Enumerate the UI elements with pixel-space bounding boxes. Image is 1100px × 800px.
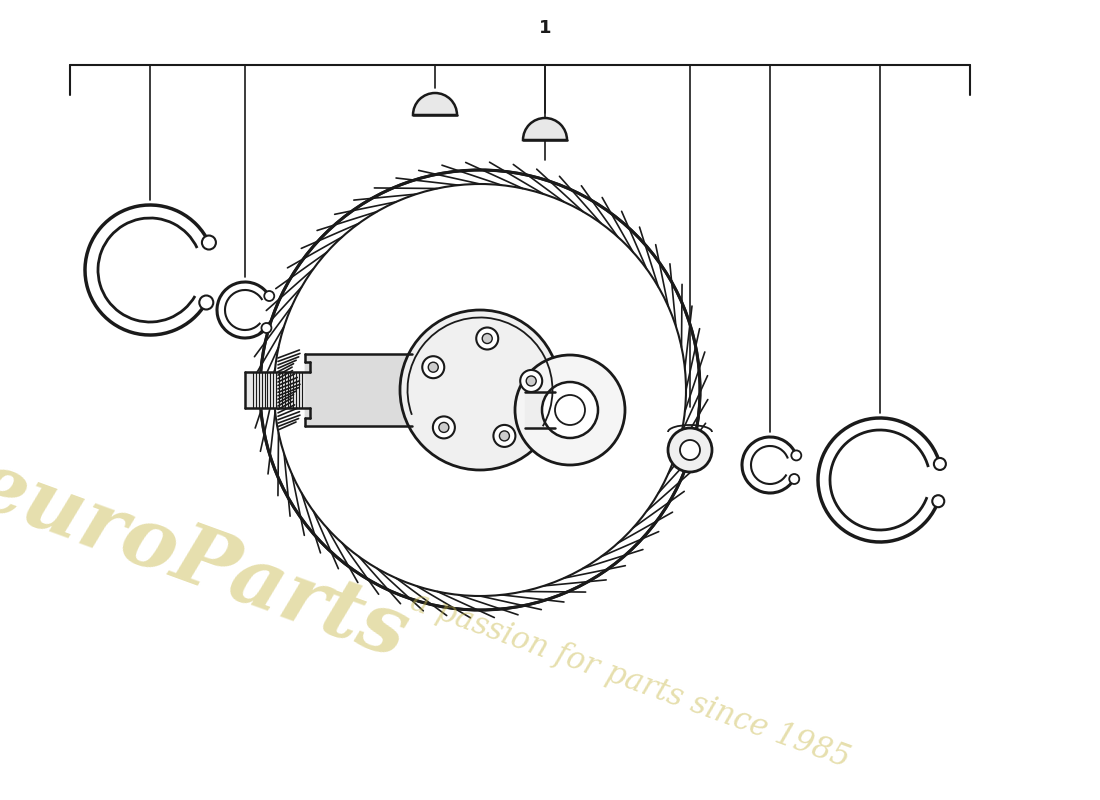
Circle shape — [482, 334, 492, 343]
Circle shape — [791, 450, 801, 461]
Text: a passion for parts since 1985: a passion for parts since 1985 — [406, 586, 854, 774]
Circle shape — [476, 327, 498, 350]
Circle shape — [264, 291, 274, 301]
Circle shape — [515, 355, 625, 465]
Circle shape — [400, 310, 560, 470]
Circle shape — [260, 170, 700, 610]
Circle shape — [439, 422, 449, 433]
Wedge shape — [412, 93, 456, 115]
Circle shape — [433, 417, 455, 438]
Circle shape — [933, 495, 944, 507]
Circle shape — [789, 474, 800, 484]
Wedge shape — [522, 118, 566, 140]
Circle shape — [494, 425, 516, 447]
Circle shape — [199, 295, 213, 310]
Circle shape — [542, 382, 598, 438]
Circle shape — [934, 458, 946, 470]
Circle shape — [428, 362, 438, 372]
Circle shape — [680, 440, 700, 460]
Circle shape — [202, 235, 216, 250]
Text: euroParts: euroParts — [0, 444, 418, 676]
Text: 1: 1 — [539, 19, 551, 37]
Circle shape — [556, 395, 585, 425]
Circle shape — [262, 323, 272, 333]
Circle shape — [520, 370, 542, 392]
Circle shape — [499, 431, 509, 441]
Circle shape — [668, 428, 712, 472]
Circle shape — [422, 356, 444, 378]
Circle shape — [526, 376, 536, 386]
